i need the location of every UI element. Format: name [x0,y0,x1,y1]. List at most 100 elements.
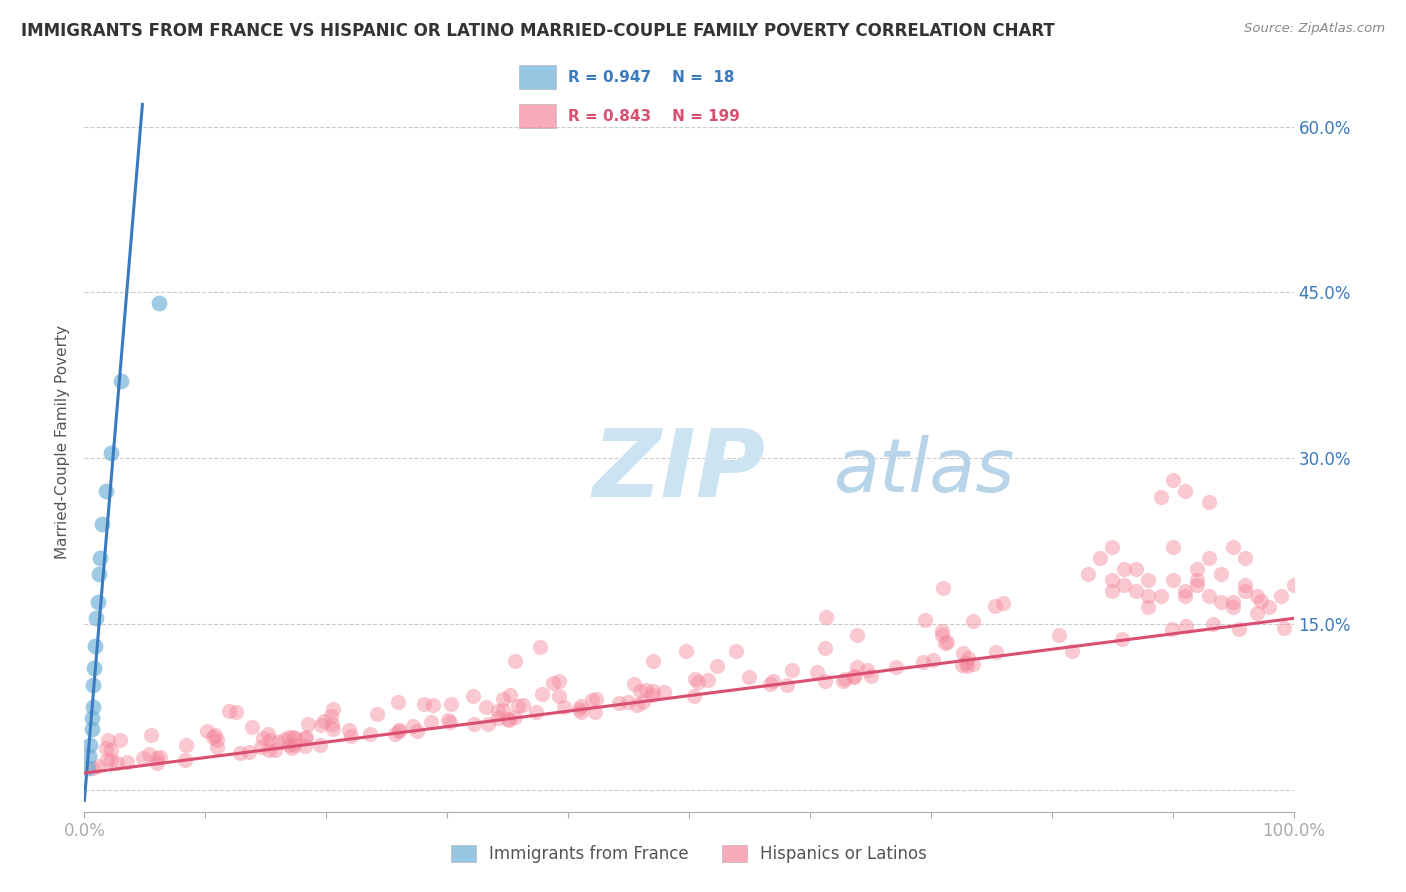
Point [934,636,956,650]
Point [86,595,108,609]
Point [1227,622,1250,636]
Point [1174,484,1197,499]
Point [83,661,105,675]
Point [1185,578,1208,592]
Point [309,718,332,732]
Point [842,669,865,683]
Point [1198,589,1220,603]
Point [1174,589,1197,603]
Point [1111,632,1133,647]
Point [1258,600,1281,615]
Point [115,755,138,769]
Point [583,706,606,720]
Point [278,738,301,752]
Point [855,663,877,677]
Point [1137,600,1160,615]
Point [1246,589,1268,603]
Point [931,628,953,642]
Point [814,609,837,624]
Point [405,724,427,739]
Point [1161,540,1184,554]
Point [498,712,520,726]
Point [955,656,977,670]
Point [675,644,697,658]
Point [683,690,706,704]
Point [585,692,607,706]
Point [569,706,592,720]
Point [623,677,645,691]
Point [641,684,664,698]
Point [1060,644,1083,658]
Point [725,644,748,658]
Point [263,742,285,756]
Point [696,673,718,688]
Point [283,731,305,745]
Point [491,692,513,706]
Point [1222,600,1244,615]
Point [366,706,388,721]
Point [776,678,799,692]
Point [860,669,883,683]
Point [1149,490,1171,504]
Point [132,750,155,764]
Point [1125,561,1147,575]
Point [413,698,436,712]
Point [1047,628,1070,642]
Point [1185,573,1208,587]
Point [436,713,458,727]
Point [1234,550,1257,565]
Point [384,726,406,740]
Point [1272,621,1295,635]
Point [806,665,828,679]
Point [652,685,675,699]
Point [842,670,865,684]
Point [628,684,651,698]
Point [956,658,979,673]
Y-axis label: Married-Couple Family Poverty: Married-Couple Family Poverty [55,325,70,558]
Point [322,723,344,737]
Point [312,714,335,728]
Point [547,674,569,689]
Point [634,682,657,697]
Point [176,738,198,752]
Point [77,749,100,764]
Point [1198,495,1220,509]
Point [984,599,1007,613]
Point [1234,578,1257,592]
Point [1202,616,1225,631]
FancyBboxPatch shape [519,65,555,89]
Point [388,724,411,739]
Point [110,374,132,388]
Point [1125,583,1147,598]
Point [401,719,423,733]
Point [952,647,974,661]
Point [486,704,509,718]
Point [922,653,945,667]
Point [110,732,132,747]
Point [96,741,118,756]
Point [82,761,104,775]
Point [388,723,411,738]
Point [706,659,728,673]
Point [266,735,288,749]
Point [173,753,195,767]
Point [762,674,785,689]
Point [569,698,592,713]
Point [759,677,782,691]
Point [1114,561,1136,575]
Point [529,640,551,654]
Point [100,743,122,757]
Point [97,733,120,747]
Point [294,739,316,753]
Point [281,740,304,755]
Point [936,635,959,649]
Point [845,660,868,674]
Point [993,596,1015,610]
Point [80,711,103,725]
Point [284,731,307,745]
Point [309,738,332,752]
Point [1282,578,1305,592]
Point [82,678,104,692]
Point [295,731,318,745]
Point [205,733,228,747]
